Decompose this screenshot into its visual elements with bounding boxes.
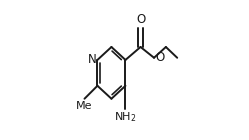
Text: N: N bbox=[87, 53, 96, 66]
Text: O: O bbox=[155, 51, 164, 64]
Text: O: O bbox=[136, 13, 145, 26]
Text: Me: Me bbox=[76, 101, 93, 111]
Text: NH$_2$: NH$_2$ bbox=[114, 110, 137, 123]
